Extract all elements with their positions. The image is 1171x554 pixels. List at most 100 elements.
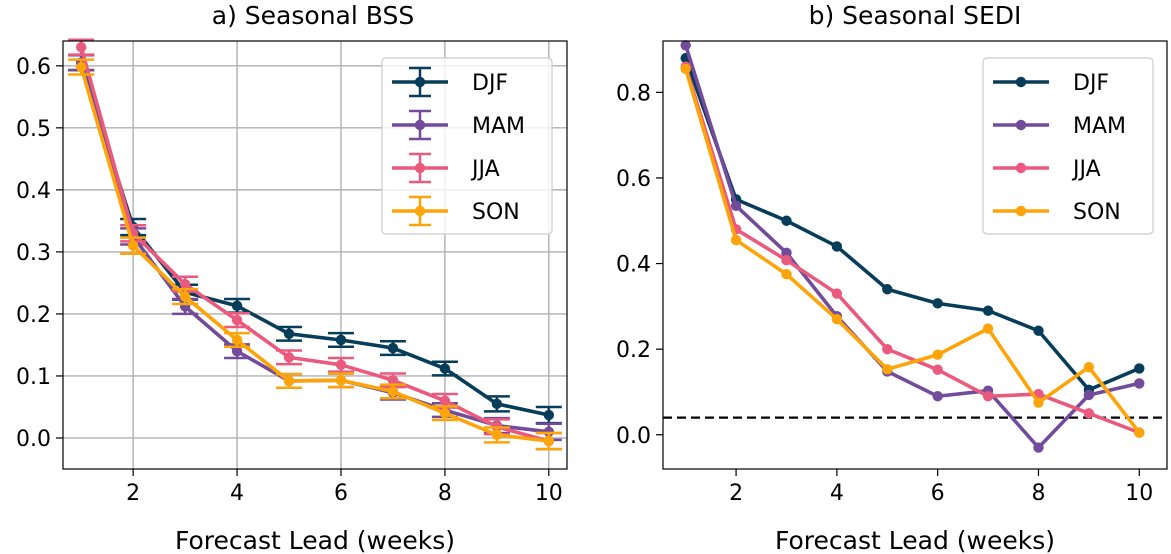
sedi-legend: DJF MAM JJA SON [982,57,1154,235]
bss-point-son [491,429,503,441]
bss-line-jja [79,46,550,443]
sedi-point-djf [781,215,792,226]
sedi-legend-box [982,57,1154,235]
sedi-point-son [982,323,994,334]
sedi-legend-label-son: SON [1073,200,1121,225]
bss-point-djf [543,409,555,421]
bss-point-son [543,435,555,447]
sedi-ticks: 2 4 6 8 10 0.0 0.2 0.4 0.6 0.8 [616,81,1153,506]
sedi-legend-marker-mam [1015,119,1027,131]
bss-series-group [68,38,562,451]
sedi-point-djf [1134,363,1145,374]
bss-title: a) Seasonal BSS [212,1,414,30]
sedi-legend-marker-djf [1015,76,1027,88]
sedi-point-son [882,364,893,375]
sedi-legend-label-mam: MAM [1073,114,1126,139]
sedi-point-djf [932,298,943,309]
bss-legend-label-djf: DJF [472,71,508,96]
sedi-series-group [680,40,1145,453]
sedi-point-mam [730,200,742,211]
sedi-series-djf [680,52,1145,396]
sedi-ytick-label: 0.0 [616,424,651,449]
sedi-ytick-label: 0.8 [616,81,651,106]
bss-point-djf [387,342,399,354]
sedi-ytick-label: 0.4 [616,253,651,278]
bss-point-son [179,291,191,302]
sedi-line-djf [683,57,1140,392]
bss-xtick-label: 4 [230,481,244,506]
bss-point-djf [283,328,295,339]
bss-point-jja [75,42,87,53]
bss-point-djf [231,300,243,312]
sedi-point-djf [1033,325,1044,336]
sedi-point-mam [1033,442,1044,453]
bss-point-djf [335,334,347,346]
sedi-point-mam [1083,389,1095,401]
bss-ytick-label: 0.5 [16,117,51,142]
sedi-point-djf [982,305,994,316]
bss-point-jja [335,359,347,370]
sedi-plot-frame [662,40,1168,470]
bss-point-jja [439,395,451,406]
sedi-line-jja [683,66,1140,435]
sedi-point-mam [932,391,943,402]
sedi-xtick-label: 4 [830,481,844,506]
bss-ytick-label: 0.3 [16,241,51,266]
bss-point-jja [231,314,243,326]
bss-ticks: 2 4 6 8 10 0.0 0.1 0.2 0.3 0.4 0.5 0.6 [16,55,563,506]
bss-legend-label-jja: JJA [470,157,500,182]
bss-point-son [387,386,399,397]
bss-point-son [283,375,295,387]
bss-legend-label-mam: MAM [472,114,525,139]
bss-legend-label-son: SON [472,200,520,225]
sedi-ytick-label: 0.2 [616,338,651,363]
sedi-legend-label-jja: JJA [1071,157,1101,182]
bss-xtick-label: 8 [438,481,452,506]
sedi-point-son [1134,427,1145,438]
sedi-point-jja [781,254,792,266]
sedi-point-son [1083,361,1095,373]
bss-ytick-label: 0.1 [16,365,51,390]
bss-point-djf [439,363,451,374]
bss-point-son [127,240,139,251]
bss-point-mam [231,345,243,357]
sedi-point-son [680,63,691,75]
sedi-point-jja [982,391,994,402]
sedi-point-son [781,269,792,280]
bss-legend-marker-djf [414,76,426,88]
sedi-ytick-label: 0.6 [616,167,651,192]
bss-xlabel: Forecast Lead (weeks) [175,526,455,554]
sedi-panel: b) Seasonal SEDI 2 4 6 8 10 0.0 0.2 0.4 0.6 0.8 D… [616,1,1168,554]
bss-legend-marker-mam [414,119,426,131]
bss-point-son [231,334,243,346]
sedi-xtick-label: 10 [1125,481,1153,506]
bss-legend-box [381,57,553,235]
sedi-point-jja [932,364,943,375]
sedi-point-jja [882,343,893,355]
sedi-xtick-label: 8 [1031,481,1045,506]
bss-ytick-label: 0.0 [16,427,51,452]
sedi-xlabel: Forecast Lead (weeks) [775,526,1055,554]
sedi-point-mam [1134,378,1145,389]
sedi-point-son [730,234,742,246]
sedi-legend-marker-son [1015,205,1027,217]
sedi-point-jja [1083,408,1095,419]
sedi-point-son [1033,397,1044,408]
sedi-series-son [680,63,1145,438]
sedi-point-son [932,349,943,360]
sedi-line-son [683,68,1141,434]
sedi-point-djf [831,241,843,252]
bss-xtick-label: 2 [126,481,140,506]
bss-point-jja [283,352,295,363]
bss-ytick-label: 0.4 [16,179,51,204]
sedi-point-son [831,314,843,325]
sedi-xtick-label: 2 [729,481,743,506]
bss-ytick-label: 0.6 [16,55,51,80]
bss-xtick-label: 6 [334,481,348,506]
bss-point-jja [387,375,399,386]
bss-ytick-label: 0.2 [16,303,51,328]
sedi-legend-label-djf: DJF [1073,71,1109,96]
bss-point-son [439,407,451,419]
bss-point-djf [491,398,503,410]
bss-legend-marker-jja [414,162,426,174]
